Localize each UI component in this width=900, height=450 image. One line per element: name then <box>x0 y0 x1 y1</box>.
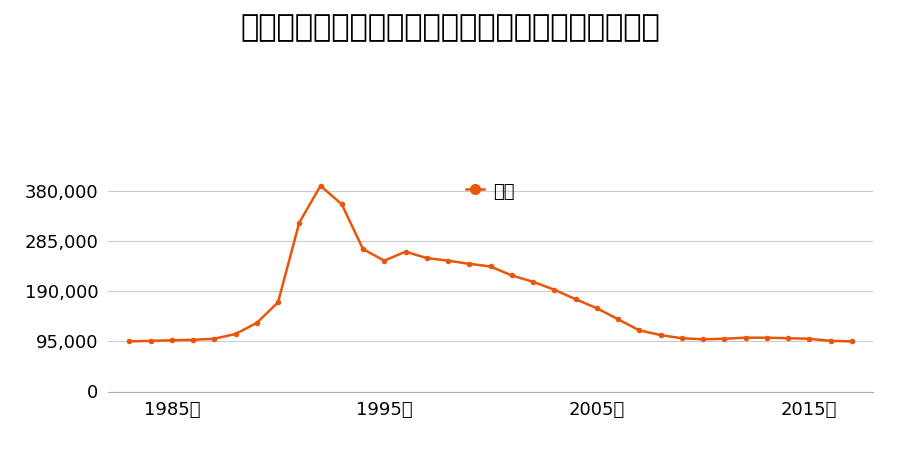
価格 <box>804 336 814 342</box>
価格 <box>719 336 730 342</box>
価格 <box>549 287 560 292</box>
価格 <box>294 220 305 225</box>
価格 <box>421 255 432 261</box>
価格 <box>740 335 751 340</box>
価格 <box>613 316 624 322</box>
価格 <box>145 338 156 343</box>
価格 <box>187 337 198 342</box>
価格 <box>209 336 220 342</box>
価格 <box>166 338 177 343</box>
価格 <box>655 333 666 338</box>
価格 <box>357 246 368 252</box>
価格 <box>761 335 772 340</box>
価格 <box>507 273 517 278</box>
価格 <box>634 328 644 333</box>
価格 <box>230 331 241 337</box>
価格 <box>677 336 688 341</box>
価格 <box>570 297 580 302</box>
価格 <box>337 202 347 207</box>
価格 <box>124 339 135 344</box>
価格 <box>443 258 454 263</box>
価格 <box>379 258 390 263</box>
Legend: 価格: 価格 <box>466 180 515 202</box>
価格 <box>591 306 602 311</box>
価格 <box>273 300 284 305</box>
価格 <box>251 320 262 326</box>
価格 <box>464 261 474 266</box>
価格 <box>698 337 708 342</box>
価格 <box>783 336 794 341</box>
価格 <box>485 264 496 269</box>
Text: 兵庫県尼崎市南清水字片山１６６番１外の地価推移: 兵庫県尼崎市南清水字片山１６６番１外の地価推移 <box>240 14 660 42</box>
価格 <box>825 338 836 343</box>
価格 <box>400 249 411 254</box>
Line: 価格: 価格 <box>127 183 854 344</box>
価格 <box>315 183 326 189</box>
価格 <box>527 279 538 284</box>
価格 <box>846 339 857 344</box>
